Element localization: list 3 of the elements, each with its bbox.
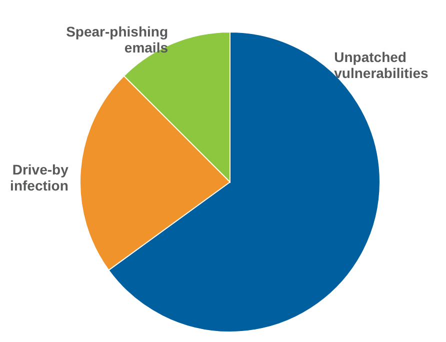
slice-label: Unpatched vulnerabilities xyxy=(334,48,428,81)
slice-label: Drive-by infection xyxy=(10,162,69,194)
slice-label: Spear-phishing emails xyxy=(66,23,168,56)
